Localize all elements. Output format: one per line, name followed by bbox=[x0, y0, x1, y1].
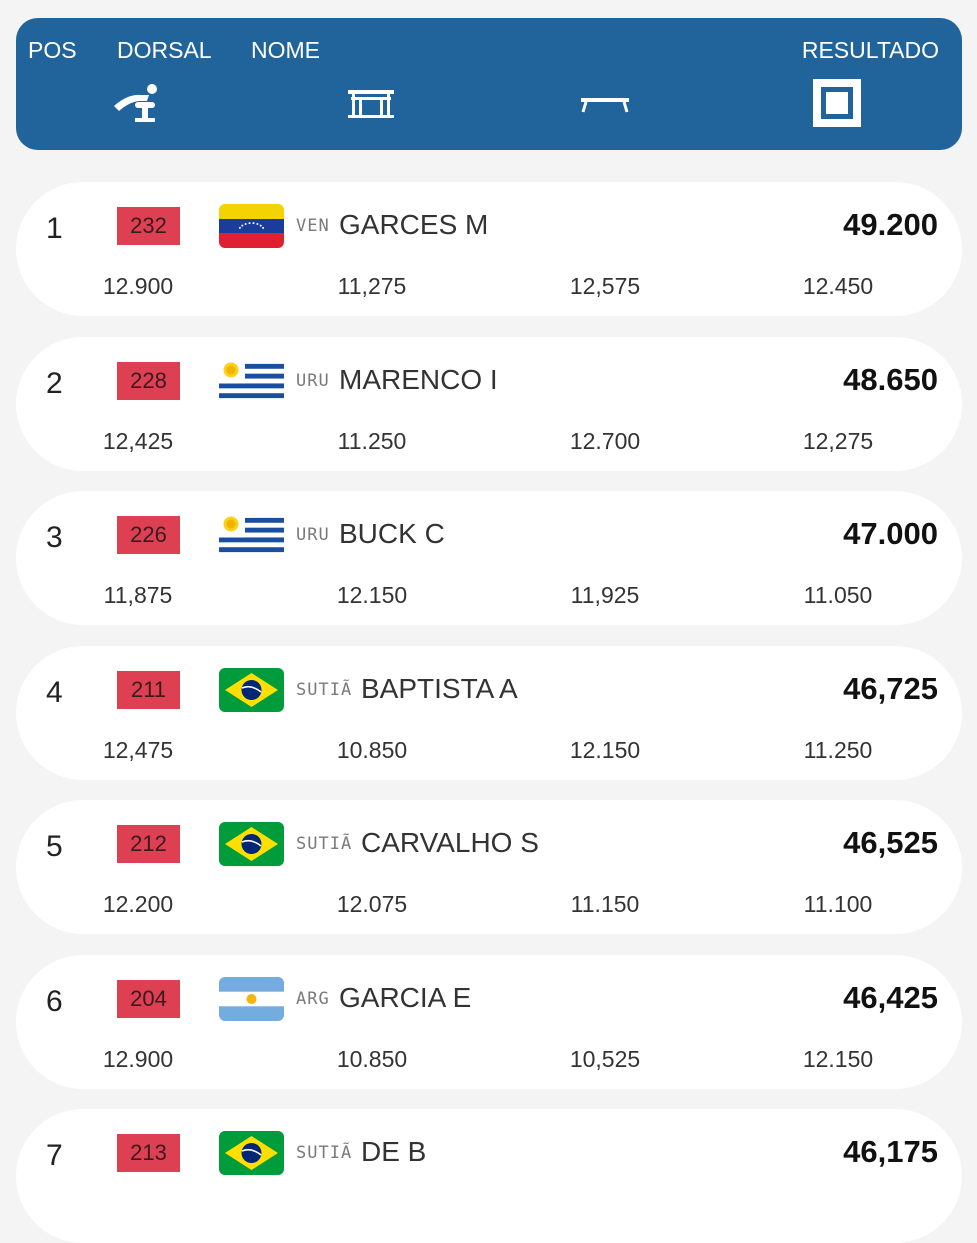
vault-score: 12.900 bbox=[102, 1045, 174, 1072]
name-column-header: NOME bbox=[251, 37, 320, 63]
athlete-row[interactable]: 6 204 ARG GARCIA E 46,425 12.900 10.850 10,525 1… bbox=[16, 954, 962, 1089]
rank-position: 7 bbox=[46, 1139, 63, 1172]
athlete-row[interactable]: 5 212 SUTIÃ CARVALHO S 46,525 12.200 12.075 11.… bbox=[16, 800, 962, 934]
country-code: ARG bbox=[296, 988, 330, 1009]
rank-position: 2 bbox=[46, 366, 63, 400]
vault-score: 12.200 bbox=[102, 891, 174, 917]
pos-column-header: POS bbox=[28, 37, 77, 63]
results-header: POS DORSAL NOME RESULTADO bbox=[16, 18, 962, 150]
result-column-header: RESULTADO bbox=[801, 37, 939, 63]
total-score: 46,425 bbox=[843, 979, 938, 1015]
uruguay-flag bbox=[219, 358, 284, 403]
argentina-flag bbox=[219, 976, 284, 1021]
brazil-flag bbox=[219, 1131, 284, 1175]
athlete-name: GARCIA E bbox=[339, 981, 472, 1013]
uneven-bars-score: 12.150 bbox=[336, 582, 408, 608]
balance-beam-score: 11,925 bbox=[570, 582, 640, 608]
vault-icon bbox=[114, 84, 157, 122]
country-code: URU bbox=[296, 370, 330, 391]
athlete-row[interactable]: 2 228 URU MARENCO I 48.650 12,425 11.250 12.700… bbox=[16, 336, 962, 471]
rank-position: 1 bbox=[46, 212, 63, 245]
athlete-name: BUCK C bbox=[339, 518, 445, 549]
balance-beam-score: 12.150 bbox=[569, 736, 641, 763]
uneven-bars-score: 11.250 bbox=[337, 427, 407, 454]
athlete-row[interactable]: 1 232 VEN GARCES M 49.200 12.900 11,275 12,575 1… bbox=[16, 182, 962, 316]
venezuela-flag bbox=[219, 204, 284, 248]
floor-score: 12.450 bbox=[802, 273, 874, 299]
balance-beam-icon bbox=[581, 98, 629, 113]
athlete-row[interactable]: 3 226 URU BUCK C 47.000 11,875 12.150 11,925 11.… bbox=[16, 491, 962, 625]
athlete-name: BAPTISTA A bbox=[361, 672, 518, 704]
floor-exercise-icon bbox=[813, 79, 861, 127]
athlete-name: MARENCO I bbox=[339, 363, 498, 395]
bib-number-badge: 232 bbox=[117, 207, 180, 245]
bib-number-badge: 213 bbox=[117, 1134, 180, 1172]
athlete-row[interactable]: 4 211 SUTIÃ BAPTISTA A 46,725 12,475 10.850 12.… bbox=[16, 645, 962, 780]
uneven-bars-score: 10.850 bbox=[336, 1045, 408, 1072]
total-score: 46,525 bbox=[843, 825, 938, 860]
bib-column-header: DORSAL bbox=[117, 37, 212, 63]
total-score: 48.650 bbox=[843, 361, 938, 397]
vault-score: 12.900 bbox=[102, 273, 174, 299]
vault-score: 12,475 bbox=[102, 736, 174, 763]
uneven-bars-score: 10.850 bbox=[336, 736, 408, 763]
uneven-bars-score: 12.075 bbox=[336, 891, 408, 917]
rank-position: 5 bbox=[46, 830, 63, 863]
athlete-name: CARVALHO S bbox=[361, 827, 539, 858]
country-code: SUTIÃ bbox=[296, 834, 353, 854]
athlete-name: DE B bbox=[361, 1136, 427, 1167]
floor-score: 12.150 bbox=[802, 1045, 874, 1072]
athlete-row[interactable]: 7 213 SUTIÃ DE B 46,175 bbox=[16, 1109, 962, 1243]
uruguay-flag bbox=[219, 513, 284, 557]
vault-score: 12,425 bbox=[102, 427, 174, 454]
athlete-name: GARCES M bbox=[339, 209, 489, 240]
floor-score: 11.100 bbox=[803, 891, 873, 917]
bib-number-badge: 204 bbox=[117, 979, 180, 1018]
balance-beam-score: 12,575 bbox=[569, 273, 641, 299]
bib-number-badge: 226 bbox=[117, 516, 180, 554]
bib-number-badge: 228 bbox=[117, 361, 180, 400]
country-code: SUTIÃ bbox=[296, 1143, 353, 1163]
vault-score: 11,875 bbox=[103, 582, 173, 608]
floor-score: 12,275 bbox=[802, 427, 874, 454]
brazil-flag bbox=[219, 822, 284, 866]
country-code: URU bbox=[296, 525, 330, 545]
total-score: 46,725 bbox=[843, 670, 938, 706]
balance-beam-score: 12.700 bbox=[569, 427, 641, 454]
balance-beam-score: 10,525 bbox=[569, 1045, 641, 1072]
floor-score: 11.050 bbox=[803, 582, 873, 608]
uneven-bars-score: 11,275 bbox=[337, 273, 407, 299]
total-score: 47.000 bbox=[843, 516, 938, 551]
rank-position: 6 bbox=[46, 984, 63, 1018]
total-score: 49.200 bbox=[843, 207, 938, 242]
country-code: SUTIÃ bbox=[296, 679, 353, 700]
bib-number-badge: 212 bbox=[117, 825, 180, 863]
total-score: 46,175 bbox=[843, 1134, 938, 1169]
floor-score: 11.250 bbox=[803, 736, 873, 763]
brazil-flag bbox=[219, 667, 284, 712]
uneven-bars-icon bbox=[348, 90, 394, 118]
rank-position: 4 bbox=[46, 675, 63, 709]
rank-position: 3 bbox=[46, 521, 63, 554]
balance-beam-score: 11.150 bbox=[570, 891, 640, 917]
bib-number-badge: 211 bbox=[117, 670, 180, 709]
country-code: VEN bbox=[296, 216, 330, 236]
